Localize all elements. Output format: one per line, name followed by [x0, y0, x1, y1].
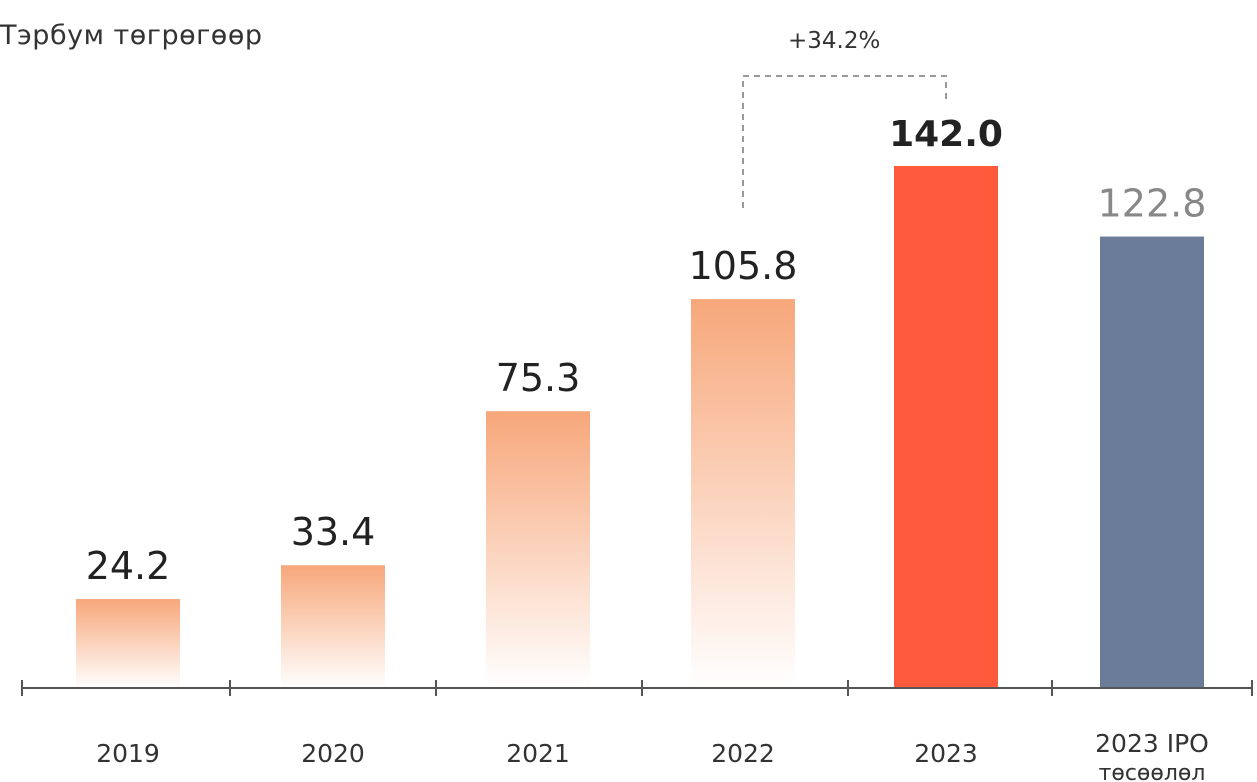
- bar-5: [1100, 236, 1204, 689]
- value-label-0: 24.2: [86, 544, 171, 588]
- value-label-2: 75.3: [496, 356, 581, 400]
- x-tick-label-5: 2023 IPO төсөөлөл: [1095, 729, 1209, 782]
- x-tick-label-3: 2022: [711, 739, 775, 768]
- bar-4: [894, 166, 998, 688]
- bar-0: [76, 599, 180, 688]
- bar-1: [281, 565, 385, 688]
- growth-annotation: +34.2%: [788, 28, 881, 54]
- x-tick-label-0: 2019: [96, 739, 160, 768]
- growth-bracket: [742, 75, 947, 208]
- bar-3: [691, 299, 795, 688]
- value-label-4: 142.0: [889, 114, 1003, 155]
- bar-2: [486, 411, 590, 688]
- x-tick-label-2: 2021: [506, 739, 570, 768]
- value-label-3: 105.8: [689, 244, 798, 288]
- value-label-5: 122.8: [1098, 182, 1207, 226]
- x-tick-label-4: 2023: [914, 739, 978, 768]
- value-label-1: 33.4: [291, 510, 376, 554]
- unit-label: Тэрбум төгрөгөөр: [0, 20, 263, 51]
- x-tick-label-1: 2020: [301, 739, 365, 768]
